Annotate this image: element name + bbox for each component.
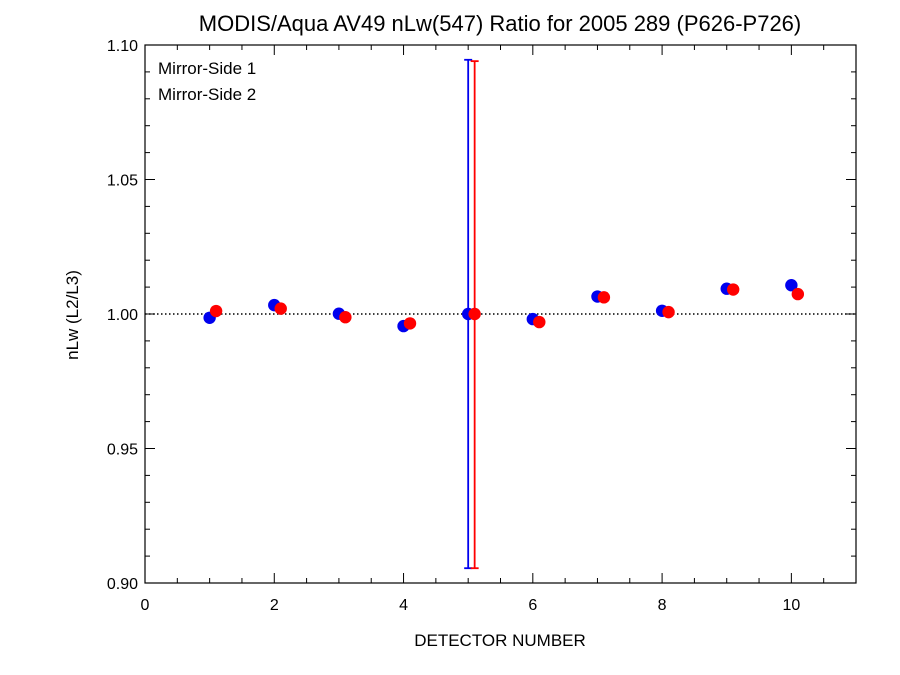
y-tick-label: 0.90 (107, 576, 138, 593)
data-point-series-2 (468, 307, 481, 321)
x-tick-label: 4 (399, 597, 408, 614)
y-tick-label: 1.00 (107, 307, 138, 324)
data-point-series-2 (209, 304, 223, 318)
x-tick-label: 2 (270, 597, 279, 614)
data-point-series-2 (403, 317, 417, 330)
x-tick-label: 0 (141, 597, 150, 614)
y-axis-label: nLw (L2/L3) (63, 270, 82, 360)
x-axis-label: DETECTOR NUMBER (414, 631, 586, 650)
data-point-series-2 (533, 315, 546, 329)
x-tick-label: 6 (528, 597, 537, 614)
plot-area: 0 2 4 6 8 10 0.90 0.95 1.00 1.05 1.10 (107, 38, 857, 614)
data-point-series-2 (597, 291, 611, 304)
data-point-series-2 (339, 311, 352, 324)
legend-mirror-side-2: Mirror-Side 2 (158, 85, 256, 104)
x-tick-label: 8 (658, 597, 667, 614)
data-point-series-2 (726, 283, 740, 296)
y-tick-label: 1.10 (107, 38, 138, 55)
data-point-series-2 (274, 302, 287, 315)
data-point-series-1 (785, 279, 798, 292)
x-tick-label: 10 (782, 597, 800, 614)
data-point-series-2 (791, 287, 805, 301)
legend-mirror-side-1: Mirror-Side 1 (158, 59, 256, 78)
chart-title: MODIS/Aqua AV49 nLw(547) Ratio for 2005 … (199, 11, 802, 36)
y-tick-label: 0.95 (107, 442, 138, 459)
legend: Mirror-Side 1 Mirror-Side 2 (158, 59, 256, 104)
data-point-series-2 (662, 305, 675, 319)
y-tick-label: 1.05 (107, 173, 138, 190)
